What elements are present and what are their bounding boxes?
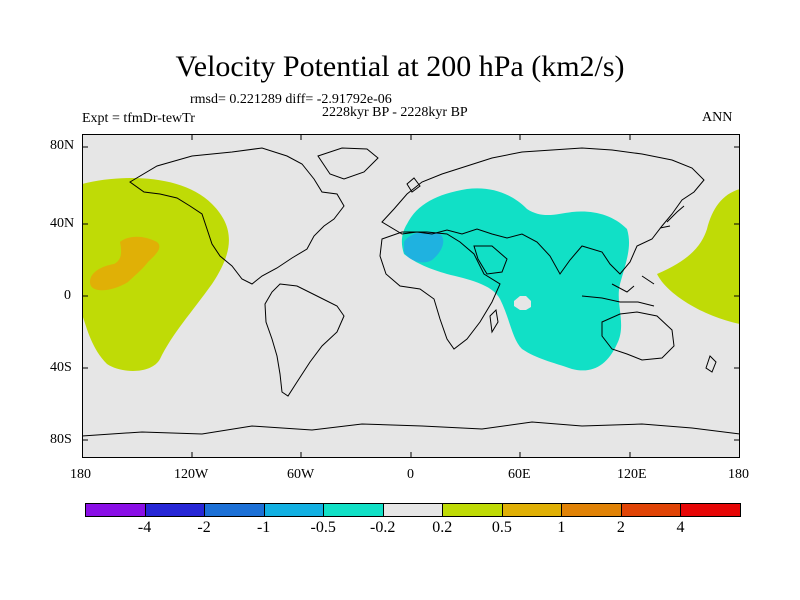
western-pacific-positive-region: [657, 189, 740, 324]
colorbar-label: -4: [137, 519, 152, 536]
map-panel: [82, 134, 740, 458]
colorbar-box: [85, 503, 146, 517]
lon-label-0: 0: [407, 467, 414, 482]
new-zealand-outline: [705, 355, 717, 373]
australia-outline: [601, 311, 675, 361]
colorbar-box: [204, 503, 265, 517]
colorbar-box: [144, 503, 206, 517]
colorbar-label: 0.5: [491, 519, 512, 536]
lon-label-120w: 120W: [174, 467, 209, 482]
lon-label-180e: 180: [728, 467, 749, 482]
greenland-outline: [317, 147, 379, 180]
lat-label-40s: 40S: [50, 360, 72, 375]
antarctica-outline: [82, 421, 740, 437]
coastlines: [82, 147, 740, 437]
africa-outline: [379, 231, 501, 350]
colorbar-label: -0.5: [310, 519, 336, 536]
lat-label-40n: 40N: [50, 216, 75, 231]
colorbar-box: [442, 503, 503, 517]
madagascar-outline: [489, 308, 499, 334]
north-america-outline: [129, 147, 345, 285]
lon-label-60w: 60W: [287, 467, 315, 482]
colorbar-label: -0.2: [370, 519, 396, 536]
lon-label-120e: 120E: [617, 467, 647, 482]
stats-label: rmsd= 0.221289 diff= -2.91792e-06: [190, 92, 392, 107]
colorbar-label: 4: [676, 519, 685, 536]
experiment-label: Expt = tfmDr-tewTr: [82, 111, 195, 126]
lat-label-80n: 80N: [50, 138, 75, 153]
colorbar-box: [561, 503, 622, 517]
lon-label-180w: 180: [70, 467, 91, 482]
colorbar-label: -2: [197, 519, 211, 536]
uk-outline: [406, 177, 421, 193]
colorbar-box: [620, 503, 682, 517]
lat-label-80s: 80S: [50, 432, 72, 447]
period-label: 2228kyr BP - 2228kyr BP: [322, 105, 468, 120]
colorbar-label: 0.2: [432, 519, 453, 536]
velocity-potential-map: [82, 134, 740, 458]
lat-label-0: 0: [64, 288, 71, 303]
eurasia-outline: [381, 147, 705, 275]
colorbar: [85, 503, 741, 517]
pacific-positive-region: [82, 178, 229, 371]
colorbar-box: [680, 503, 741, 517]
africa-negative-region: [401, 188, 630, 371]
mediterranean-negative-core: [404, 231, 444, 263]
colorbar-label: 2: [616, 519, 625, 536]
colorbar-box: [501, 503, 563, 517]
south-america-outline: [264, 283, 345, 397]
colorbar-box: [382, 503, 444, 517]
arabia-outline: [473, 245, 508, 275]
pacific-positive-core: [90, 236, 160, 291]
colorbar-label: 1: [557, 519, 566, 536]
indian-ocean-gap: [514, 296, 531, 310]
colorbar-box: [263, 503, 325, 517]
axis-ticks: [82, 134, 740, 458]
japan-outline: [659, 205, 685, 229]
page-title: Velocity Potential at 200 hPa (km2/s): [175, 50, 625, 83]
lon-label-60e: 60E: [508, 467, 531, 482]
colorbar-label: -1: [256, 519, 271, 536]
season-label: ANN: [702, 110, 733, 125]
maritime-continent-outline: [581, 275, 655, 307]
colorbar-box: [323, 503, 384, 517]
